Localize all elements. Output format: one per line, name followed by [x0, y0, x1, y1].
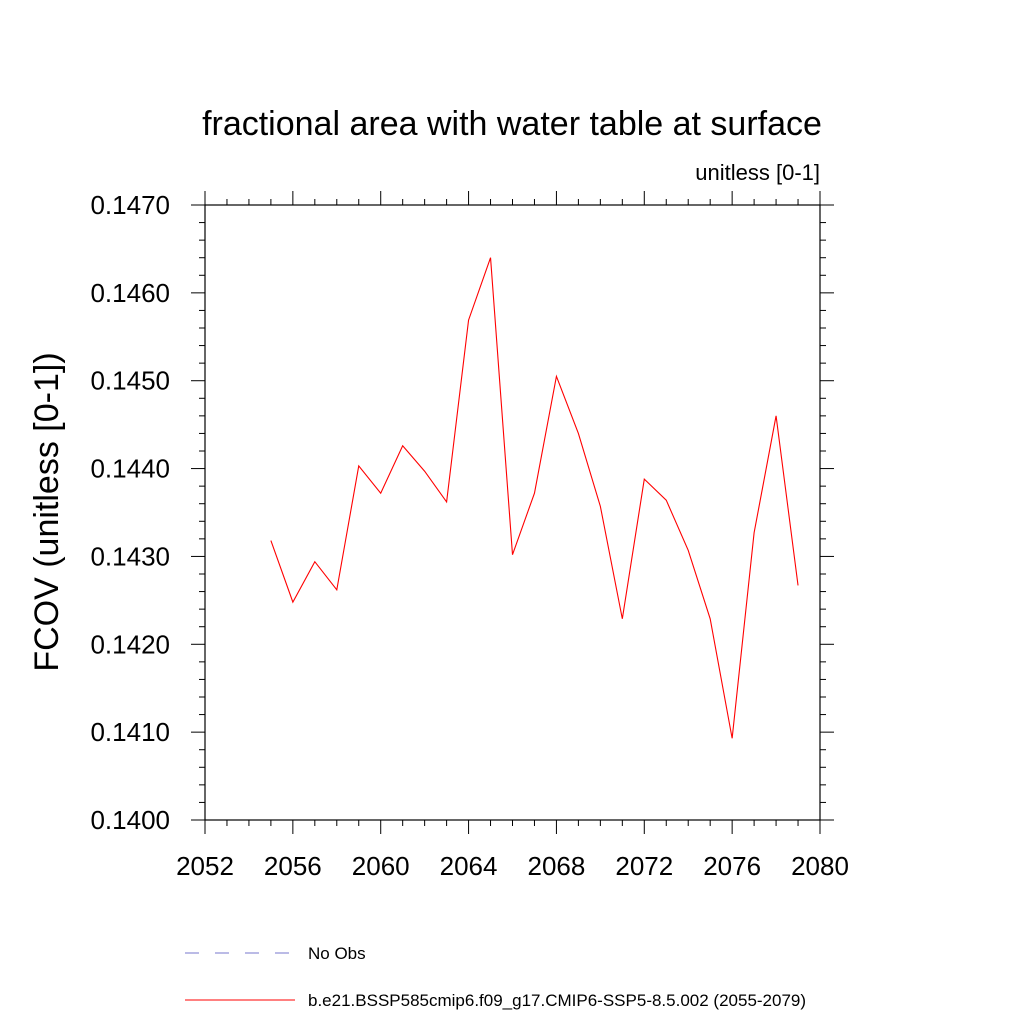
- x-tick-label: 2080: [791, 851, 849, 881]
- y-tick-label: 0.1400: [90, 805, 170, 835]
- x-tick-label: 2072: [615, 851, 673, 881]
- x-tick-label: 2068: [528, 851, 586, 881]
- plot-frame: [204, 204, 821, 821]
- x-tick-label: 2064: [440, 851, 498, 881]
- y-tick-label: 0.1460: [90, 278, 170, 308]
- legend-label-no-obs: No Obs: [308, 944, 366, 963]
- legend: No Obs b.e21.BSSP585cmip6.f09_g17.CMIP6-…: [185, 944, 806, 1010]
- series-group: [270, 257, 799, 739]
- y-tick-label: 0.1440: [90, 454, 170, 484]
- y-axis-label: FCOV (unitless [0-1]): [28, 352, 66, 671]
- y-tick-label: 0.1420: [90, 629, 170, 659]
- axis-ticks: [191, 191, 834, 834]
- y-tick-label: 0.1470: [90, 190, 170, 220]
- x-tick-label: 2076: [703, 851, 761, 881]
- legend-label-model: b.e21.BSSP585cmip6.f09_g17.CMIP6-SSP5-8.…: [308, 991, 806, 1010]
- x-tick-label: 2052: [176, 851, 234, 881]
- y-tick-label: 0.1430: [90, 541, 170, 571]
- series-line: [270, 257, 799, 739]
- chart-title: fractional area with water table at surf…: [202, 105, 822, 143]
- x-tick-label: 2056: [264, 851, 322, 881]
- y-tick-label: 0.1450: [90, 366, 170, 396]
- y-tick-label: 0.1410: [90, 717, 170, 747]
- tick-labels: 2052 2056 2060 2064 2068 2072 2076 2080 0.1400 0.…: [90, 190, 848, 881]
- chart-subtitle: unitless [0-1]: [695, 160, 820, 185]
- x-tick-label: 2060: [352, 851, 410, 881]
